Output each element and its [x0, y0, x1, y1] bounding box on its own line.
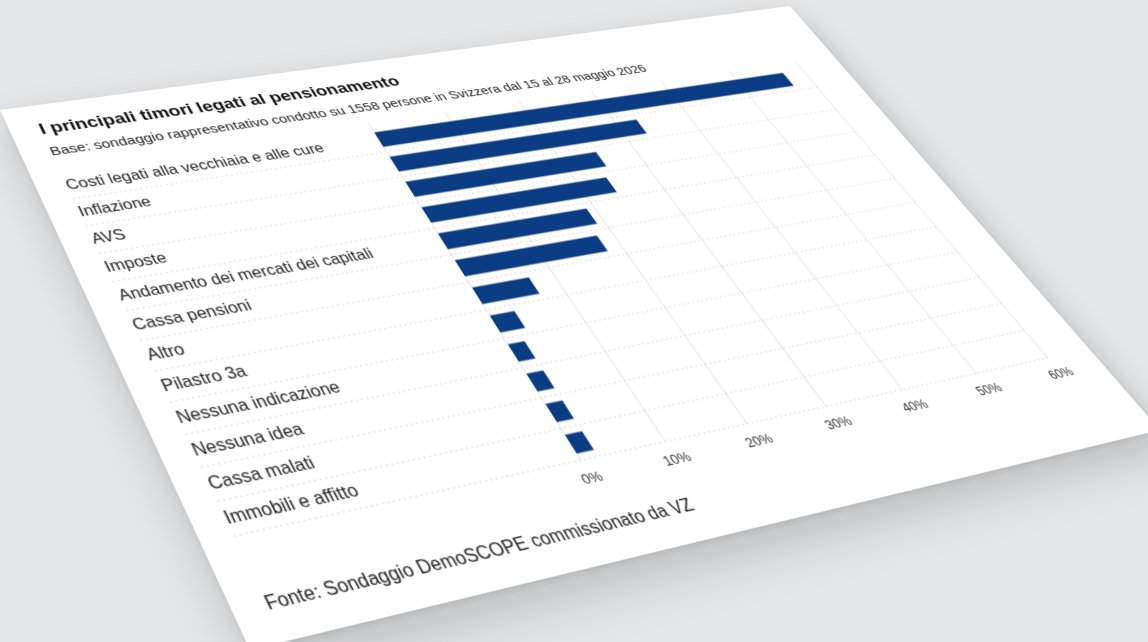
gridline-x [519, 101, 747, 423]
category-label: Costi legati alla vecchiaia e alle cure [63, 142, 327, 194]
x-tick-label: 30% [821, 413, 856, 433]
category-label: Altro [144, 342, 188, 365]
x-tick-label: 10% [659, 449, 695, 470]
gridline-x [661, 81, 902, 390]
gridline-x [729, 71, 976, 373]
bar [374, 72, 794, 147]
bars [374, 72, 794, 454]
bar [437, 208, 598, 250]
bar [389, 119, 647, 172]
row-separator [217, 330, 1024, 501]
chart-card: I principali timori legati al pensioname… [0, 6, 1148, 642]
x-tick-label: 20% [741, 431, 776, 451]
bar [472, 277, 540, 305]
gridline-x [591, 91, 826, 406]
category-labels: Costi legati alla vecchiaia e alle cureI… [63, 142, 377, 529]
x-tick-label: 0% [578, 468, 607, 488]
bar [454, 235, 608, 277]
category-label: Inflazione [76, 195, 154, 220]
category-label: Imposte [102, 251, 170, 276]
gridline-x [795, 62, 1047, 358]
x-axis-ticks: 0% 10% 20% 30% 40% 50% 60% [578, 364, 1078, 488]
bar [489, 311, 526, 333]
x-tick-label: 40% [898, 396, 932, 415]
category-label: AVS [89, 228, 129, 248]
x-tick-label: 60% [1044, 364, 1077, 382]
bar [421, 177, 617, 223]
row-separator [185, 277, 979, 434]
category-label: Cassa malati [205, 454, 319, 494]
bar-chart: Costi legati alla vecchiaia e alle cureI… [63, 6, 1078, 642]
category-label: Immobili e affitto [221, 482, 362, 529]
x-tick-label: 50% [972, 380, 1006, 399]
category-label: Nessuna idea [189, 421, 308, 461]
bar [405, 151, 607, 197]
category-label: Cassa pensioni [130, 298, 255, 334]
